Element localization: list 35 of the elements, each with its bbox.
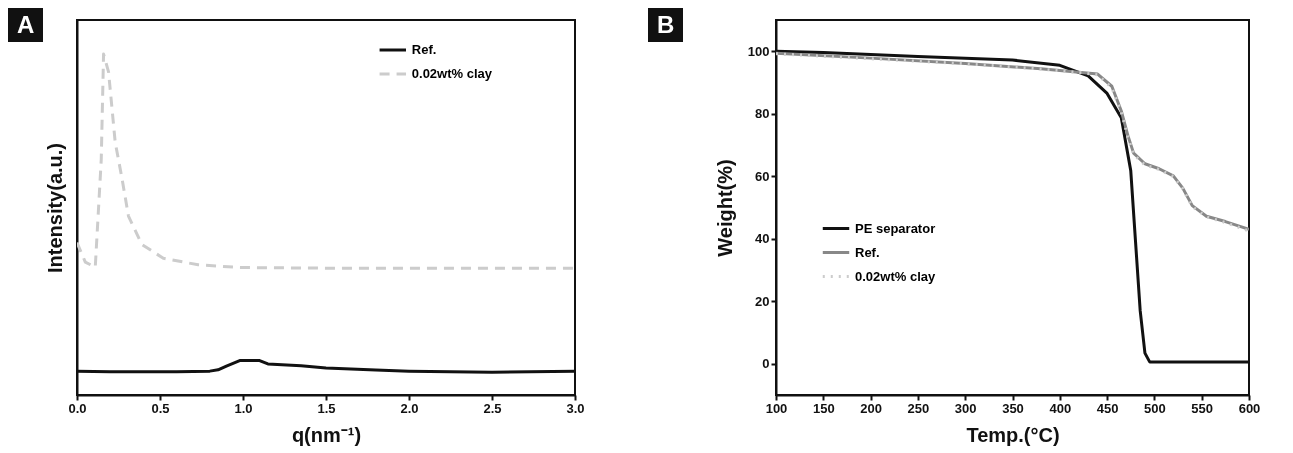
y-tick-label: 60 [755,168,770,184]
chart-title: A [8,8,44,42]
legend-label: Ref. [855,244,880,260]
x-tick-label: 100 [765,400,788,416]
legend-label: 0.02wt% clay [855,268,936,284]
x-tick-label: 450 [1096,400,1119,416]
x-tick-label: 0.0 [68,400,87,416]
x-tick-label: 0.5 [151,400,170,416]
x-axis-title: Temp.(°C) [966,423,1060,446]
chart-title: B [648,8,684,42]
x-tick-label: 2.0 [400,400,419,416]
x-tick-label: 500 [1144,400,1166,416]
x-tick-label: 3.0 [566,400,585,416]
x-tick-label: 300 [954,400,977,416]
y-axis-title: Weight(%) [713,159,736,257]
x-tick-label: 550 [1191,400,1214,416]
legend-label: 0.02wt% clay [411,66,493,81]
x-axis-title: q(nm⁻¹) [291,423,362,446]
x-tick-label: 1.0 [234,400,253,416]
y-tick-label: 80 [755,106,770,122]
legend-label: PE separator [855,220,936,236]
y-tick-label: 0 [762,356,770,372]
x-tick-label: 1.5 [317,400,336,416]
x-tick-label: 2.5 [483,400,502,416]
x-tick-label: 250 [907,400,930,416]
legend-label: Ref. [411,42,437,57]
y-tick-label: 100 [747,43,770,59]
x-tick-label: 200 [860,400,882,416]
x-tick-label: 350 [1002,400,1024,416]
y-tick-label: 40 [755,231,770,247]
x-tick-label: 400 [1049,400,1072,416]
y-axis-title: Intensity(a.u.) [43,142,66,274]
x-tick-label: 150 [812,400,835,416]
y-tick-label: 20 [755,293,770,309]
x-tick-label: 600 [1238,400,1261,416]
